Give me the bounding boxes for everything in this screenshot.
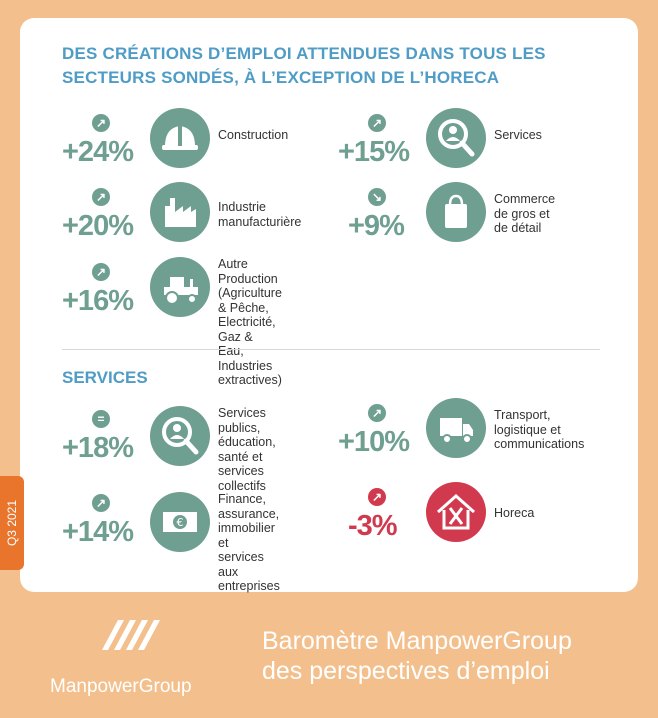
section-title-services: SERVICES	[62, 368, 148, 387]
quarter-tag-text: Q3 2021	[5, 499, 19, 547]
arrow-up-icon: ↗	[92, 114, 110, 132]
sector-percentage: +10%	[338, 426, 410, 458]
shopping-bag-icon	[426, 182, 486, 242]
arrow-up-icon: ↗	[92, 494, 110, 512]
arrow-down-icon: ↘	[368, 188, 386, 206]
sector-percentage: +18%	[62, 432, 134, 464]
sector-percentage: +15%	[338, 136, 410, 168]
sector-label: Finance, assurance, immobilier et servic…	[218, 492, 280, 593]
sector-label: Transport, logistique et communications	[494, 408, 585, 451]
section-divider	[62, 349, 600, 350]
svg-text:€: €	[177, 516, 184, 529]
footer-brand: ManpowerGroup	[50, 676, 192, 697]
hard-hat-icon	[150, 108, 210, 168]
sector-label: Services	[494, 128, 542, 142]
arrow-up-icon: ↗	[92, 188, 110, 206]
tractor-icon	[150, 257, 210, 317]
truck-icon	[426, 398, 486, 458]
euro-banknote-icon: €	[150, 492, 210, 552]
sector-label: Commerce de gros et de détail	[494, 192, 556, 235]
infographic-card: DES CRÉATIONS D’EMPLOI ATTENDUES DANS TO…	[20, 18, 638, 593]
sector-percentage: +20%	[62, 210, 134, 242]
factory-icon	[150, 182, 210, 242]
sector-percentage: -3%	[348, 510, 398, 542]
sector-percentage: +9%	[348, 210, 405, 242]
sector-label: Construction	[218, 128, 289, 142]
equal-icon: =	[92, 410, 110, 428]
sector-label: Autre Production (Agriculture & Pêche, E…	[218, 257, 282, 387]
page-title: DES CRÉATIONS D’EMPLOI ATTENDUES DANS TO…	[62, 44, 546, 87]
footer-text: Baromètre ManpowerGroup des perspectives…	[262, 627, 572, 685]
arrow-up-icon: ↗	[368, 114, 386, 132]
magnifier-person-icon	[150, 406, 210, 466]
sector-label: Industrie manufacturière	[218, 200, 302, 229]
restaurant-house-icon	[426, 482, 486, 542]
quarter-tag: Q3 2021	[0, 476, 24, 570]
sector-percentage: +14%	[62, 516, 134, 548]
arrow-up-icon: ↗	[368, 404, 386, 422]
sector-label: Horeca	[494, 506, 535, 520]
manpowergroup-logo-icon	[102, 620, 160, 650]
sector-label: Services publics, éducation, santé et se…	[218, 406, 276, 493]
sector-percentage: +24%	[62, 136, 134, 168]
arrow-up-icon: ↗	[92, 263, 110, 281]
arrow-up-icon: ↗	[368, 488, 386, 506]
magnifier-person-icon	[426, 108, 486, 168]
sector-percentage: +16%	[62, 285, 134, 317]
